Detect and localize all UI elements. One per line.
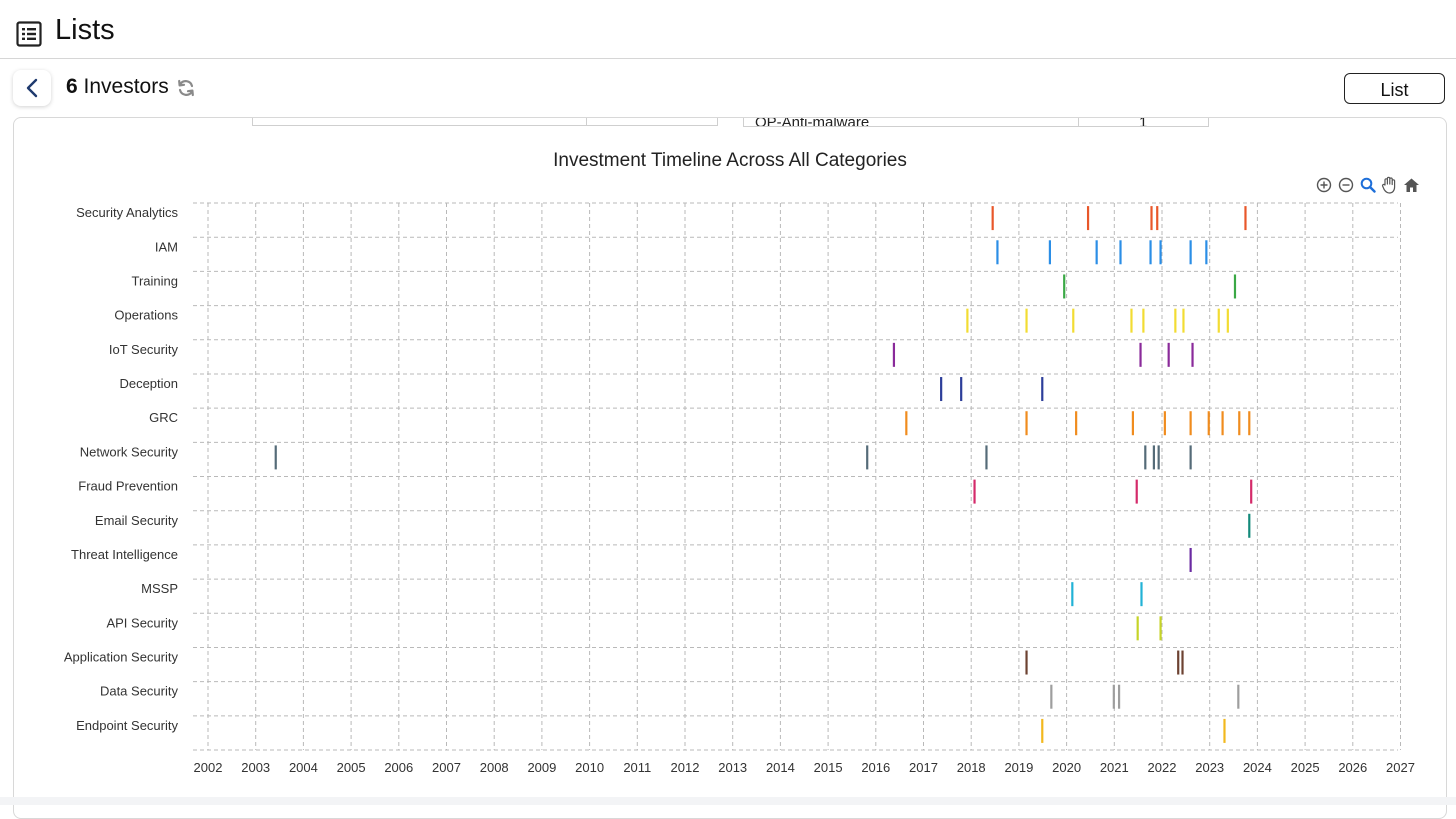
x-tick-label: 2026	[1338, 760, 1367, 775]
x-tick-label: 2018	[957, 760, 986, 775]
category-label: Email Security	[95, 513, 179, 528]
x-tick-label: 2011	[623, 760, 651, 775]
x-tick-label: 2019	[1004, 760, 1033, 775]
chevron-left-icon	[26, 78, 38, 98]
top-header: Lists	[0, 0, 1456, 59]
x-tick-label: 2010	[575, 760, 604, 775]
chart-card: OP-Anti-malware 1 Investment Timeline Ac…	[13, 117, 1447, 819]
investor-count: 6	[66, 75, 78, 98]
category-label: API Security	[106, 615, 178, 630]
category-label: Deception	[119, 376, 178, 391]
category-label: Operations	[114, 308, 178, 323]
investors-count-label: 6 Investors	[66, 75, 169, 99]
peek-table-label: OP-Anti-malware	[755, 117, 870, 127]
list-button[interactable]: List	[1344, 73, 1445, 104]
x-tick-label: 2016	[861, 760, 890, 775]
x-tick-label: 2014	[766, 760, 795, 775]
back-button[interactable]	[13, 70, 51, 106]
category-label: Fraud Prevention	[78, 479, 178, 494]
home-icon[interactable]	[1402, 175, 1421, 195]
category-label: GRC	[149, 410, 178, 425]
x-tick-label: 2021	[1100, 760, 1129, 775]
x-tick-label: 2007	[432, 760, 461, 775]
category-label: IoT Security	[109, 342, 179, 357]
peek-table-left	[252, 118, 718, 126]
chart-title: Investment Timeline Across All Categorie…	[553, 150, 907, 171]
bottom-strip	[0, 797, 1456, 805]
category-label: Training	[132, 273, 178, 288]
list-icon	[16, 21, 42, 47]
category-label: Application Security	[64, 650, 179, 665]
x-tick-label: 2023	[1195, 760, 1224, 775]
zoom-in-icon[interactable]	[1314, 175, 1333, 195]
category-label: MSSP	[141, 581, 178, 596]
page-title: Lists	[55, 14, 115, 46]
investor-label: Investors	[83, 75, 169, 98]
x-tick-label: 2020	[1052, 760, 1081, 775]
x-tick-label: 2022	[1148, 760, 1177, 775]
x-tick-label: 2013	[718, 760, 747, 775]
category-label: Security Analytics	[76, 205, 178, 220]
x-tick-label: 2004	[289, 760, 318, 775]
magnifier-zoom-icon[interactable]	[1358, 175, 1377, 195]
x-tick-label: 2009	[527, 760, 556, 775]
category-label: Data Security	[100, 684, 179, 699]
x-tick-label: 2015	[814, 760, 843, 775]
x-tick-label: 2002	[194, 760, 223, 775]
chart-toolbar	[1314, 175, 1421, 195]
x-tick-label: 2003	[241, 760, 270, 775]
category-label: Threat Intelligence	[71, 547, 178, 562]
peek-table-right: OP-Anti-malware 1	[743, 117, 1209, 127]
peek-table-value: 1	[1139, 117, 1148, 127]
category-label: IAM	[155, 239, 178, 254]
zoom-out-icon[interactable]	[1336, 175, 1355, 195]
x-tick-label: 2008	[480, 760, 509, 775]
pan-hand-icon[interactable]	[1380, 175, 1399, 195]
category-label: Network Security	[80, 444, 179, 459]
x-tick-label: 2025	[1291, 760, 1320, 775]
x-tick-label: 2017	[909, 760, 938, 775]
x-tick-label: 2012	[671, 760, 700, 775]
category-label: Endpoint Security	[76, 718, 178, 733]
x-tick-label: 2027	[1386, 760, 1415, 775]
refresh-icon[interactable]	[176, 78, 196, 98]
x-tick-label: 2006	[384, 760, 413, 775]
x-tick-label: 2024	[1243, 760, 1272, 775]
x-tick-label: 2005	[337, 760, 366, 775]
